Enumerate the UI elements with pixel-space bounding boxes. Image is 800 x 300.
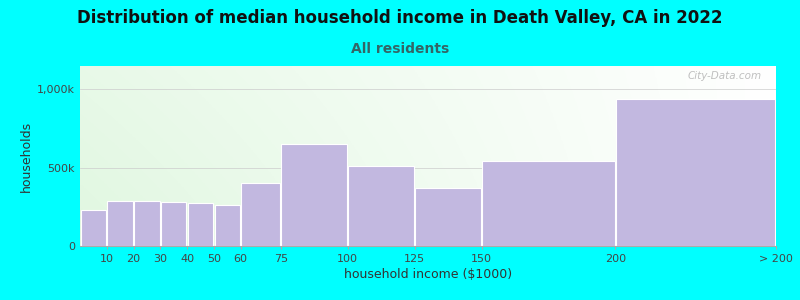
Bar: [107, 201, 133, 246]
Text: City-Data.com: City-Data.com: [688, 71, 762, 81]
Bar: [214, 205, 240, 246]
Y-axis label: households: households: [20, 120, 33, 192]
Bar: [242, 183, 280, 246]
Bar: [161, 202, 186, 246]
Text: Distribution of median household income in Death Valley, CA in 2022: Distribution of median household income …: [78, 9, 722, 27]
Bar: [188, 203, 213, 246]
Bar: [348, 166, 414, 246]
Bar: [134, 201, 160, 246]
Bar: [81, 210, 106, 246]
Text: All residents: All residents: [351, 42, 449, 56]
Bar: [415, 188, 481, 246]
Bar: [616, 99, 775, 246]
Bar: [282, 144, 347, 246]
Bar: [482, 161, 614, 246]
X-axis label: household income ($1000): household income ($1000): [344, 268, 512, 281]
